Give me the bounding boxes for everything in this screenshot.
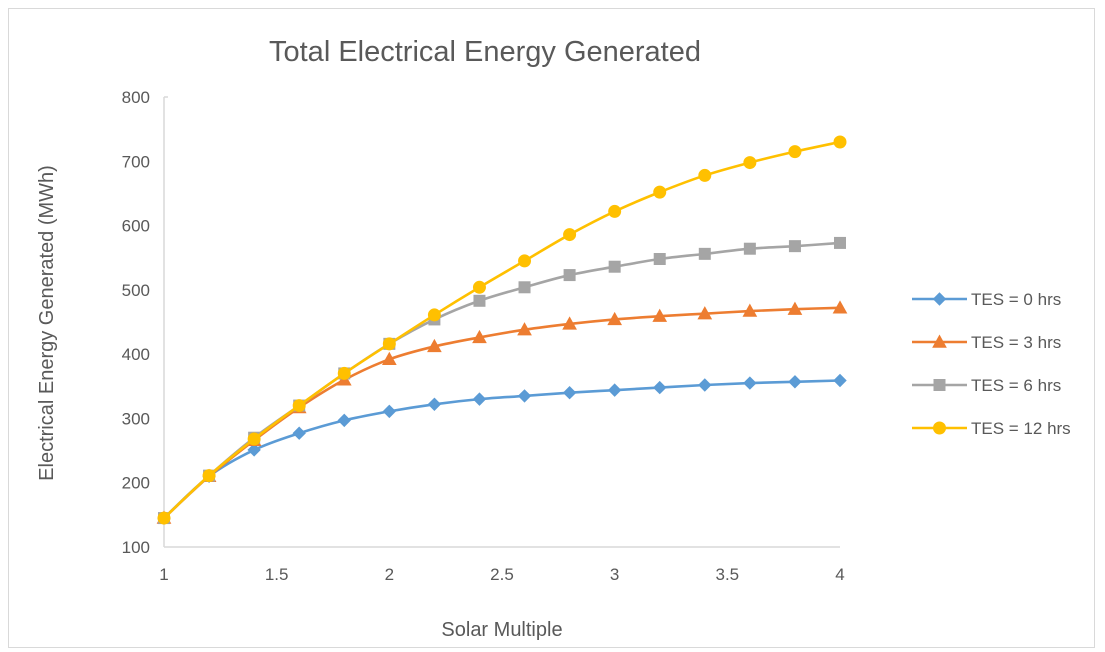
series-line — [162, 379, 842, 520]
data-point-marker — [788, 145, 802, 159]
data-point-marker — [518, 254, 532, 268]
x-tick-label: 4 — [835, 565, 844, 584]
data-point-marker — [653, 380, 667, 395]
data-point-marker — [607, 311, 623, 326]
data-point-marker — [472, 392, 487, 406]
legend-label: TES = 0 hrs — [971, 290, 1061, 309]
line-chart: Total Electrical Energy Generated 100 200… — [36, 36, 1071, 641]
data-point-marker — [292, 399, 306, 413]
series-tes-6-hrs — [158, 236, 846, 525]
legend-label: TES = 12 hrs — [971, 419, 1071, 438]
x-tick-label: 1.5 — [265, 565, 289, 584]
data-point-marker — [472, 329, 487, 344]
data-point-marker — [473, 294, 486, 307]
data-point-marker — [563, 269, 576, 282]
data-point-marker — [517, 322, 532, 336]
data-point-marker — [608, 260, 621, 273]
data-point-marker — [562, 386, 577, 400]
chart-area: Total Electrical Energy Generated 100 200… — [8, 8, 1095, 648]
legend-entry: TES = 6 hrs — [912, 376, 1061, 395]
y-tick-label: 600 — [122, 217, 150, 236]
data-point-marker — [157, 511, 171, 525]
data-point-marker — [292, 426, 306, 440]
legend-entry: TES = 12 hrs — [912, 419, 1071, 438]
data-point-marker — [607, 383, 622, 397]
data-point-marker — [833, 135, 847, 149]
data-point-marker — [562, 316, 577, 330]
series-tes-3-hrs — [156, 300, 848, 524]
data-point-marker — [653, 253, 666, 265]
legend-label: TES = 6 hrs — [971, 376, 1061, 395]
data-point-marker — [427, 308, 441, 322]
data-point-marker — [834, 236, 846, 249]
data-point-marker — [653, 185, 667, 199]
data-point-marker — [743, 242, 756, 255]
axes: 100 200 300 400 500 600 700 800 1 1.5 2 2.5 3 3.5 4 — [122, 88, 845, 584]
data-point-marker — [337, 366, 351, 380]
data-point-marker — [518, 281, 531, 294]
data-point-marker — [743, 376, 757, 390]
data-point-marker — [382, 337, 396, 351]
y-tick-label: 800 — [122, 88, 150, 107]
data-point-marker — [381, 351, 397, 365]
y-tick-label: 700 — [122, 152, 150, 171]
data-point-marker — [698, 378, 712, 392]
y-tick-label: 500 — [122, 281, 150, 300]
legend: TES = 0 hrs TES = 3 hrs TES = 6 hrs TES = 1… — [912, 290, 1071, 438]
legend-entry: TES = 3 hrs — [912, 333, 1061, 352]
data-point-marker — [832, 300, 848, 314]
legend-marker — [933, 379, 946, 391]
data-point-marker — [472, 280, 486, 294]
series-line — [162, 306, 842, 520]
data-point-marker — [427, 338, 442, 353]
data-point-marker — [743, 156, 757, 170]
y-axis-title: Electrical Energy Generated (MWh) — [36, 165, 58, 481]
data-point-marker — [788, 240, 801, 253]
series-line — [162, 241, 842, 520]
legend-marker — [932, 292, 947, 306]
data-point-marker — [698, 247, 711, 260]
legend-label: TES = 3 hrs — [971, 333, 1061, 352]
data-point-marker — [427, 397, 442, 411]
legend-marker — [932, 334, 947, 348]
x-tick-label: 2 — [385, 565, 394, 584]
series-layer — [156, 135, 848, 525]
y-tick-label: 400 — [122, 345, 150, 364]
x-tick-label: 3 — [610, 565, 619, 584]
series-tes-12-hrs — [157, 135, 847, 525]
data-point-marker — [202, 469, 216, 483]
data-point-marker — [787, 301, 803, 315]
x-tick-label: 2.5 — [490, 565, 514, 584]
y-tick-label: 200 — [122, 474, 150, 493]
data-point-marker — [697, 306, 713, 320]
data-point-marker — [742, 303, 758, 317]
data-point-marker — [652, 308, 668, 322]
data-point-marker — [337, 413, 351, 428]
x-axis-title: Solar Multiple — [441, 619, 562, 641]
series-tes-0-hrs — [157, 373, 847, 525]
x-tick-label: 3.5 — [716, 565, 740, 584]
data-point-marker — [517, 389, 532, 403]
y-tick-label: 300 — [122, 409, 150, 428]
data-point-marker — [608, 204, 622, 218]
legend-entry: TES = 0 hrs — [912, 290, 1061, 309]
y-tick-label: 100 — [122, 538, 150, 557]
chart-title: Total Electrical Energy Generated — [269, 36, 701, 68]
data-point-marker — [247, 432, 261, 446]
data-point-marker — [563, 228, 577, 242]
x-tick-label: 1 — [159, 565, 168, 584]
data-point-marker — [698, 168, 712, 182]
data-point-marker — [788, 375, 802, 389]
series-line — [162, 140, 842, 520]
data-point-marker — [247, 443, 261, 457]
data-point-marker — [833, 373, 847, 388]
legend-marker — [933, 421, 946, 435]
data-point-marker — [382, 404, 397, 419]
